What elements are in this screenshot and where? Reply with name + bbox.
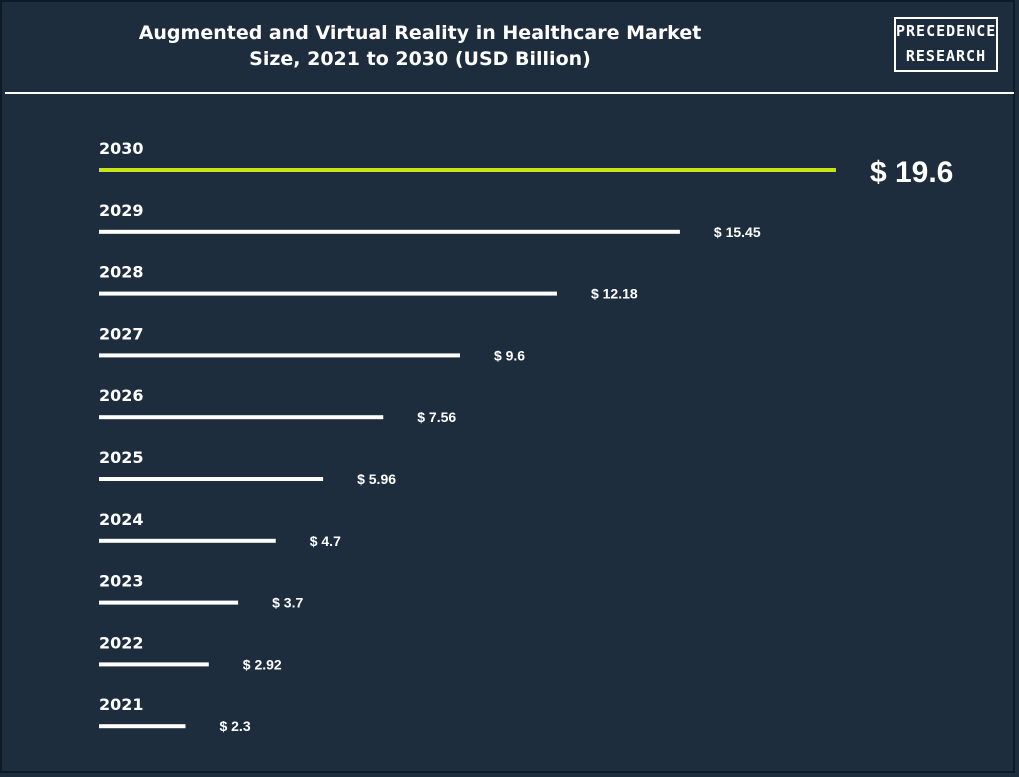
bar-2030 [99, 168, 836, 172]
chart-title: Augmented and Virtual Reality in Healthc… [120, 20, 720, 72]
logo-line-1: PRECEDENCE [896, 22, 997, 40]
year-label-2028: 2028 [99, 263, 144, 282]
value-label-2022: $ 2.92 [243, 656, 282, 672]
bar-2022 [99, 662, 209, 667]
bar-2025 [99, 477, 324, 481]
year-label-2024: 2024 [99, 510, 144, 529]
year-label-2025: 2025 [99, 448, 144, 467]
value-label-2024: $ 4.7 [310, 533, 341, 549]
precedence-research-logo: PRECEDENCE RESEARCH [894, 17, 998, 72]
bar-2028 [99, 291, 557, 296]
year-label-2027: 2027 [99, 324, 144, 343]
year-label-2021: 2021 [99, 695, 144, 714]
year-label-2023: 2023 [99, 572, 144, 591]
value-label-2023: $ 3.7 [272, 595, 303, 611]
bar-2021 [99, 724, 186, 729]
value-label-2030: $ 19.6 [870, 156, 953, 189]
chart-title-line-2: Size, 2021 to 2030 (USD Billion) [249, 48, 591, 70]
bar-2023 [99, 600, 239, 605]
bar-2027 [99, 353, 460, 358]
value-label-2021: $ 2.3 [219, 718, 250, 734]
year-label-2022: 2022 [99, 633, 144, 652]
bar-2026 [99, 415, 384, 420]
value-label-2029: $ 15.45 [714, 224, 761, 240]
value-label-2027: $ 9.6 [494, 347, 525, 363]
bar-2024 [99, 538, 276, 543]
chart-title-line-1: Augmented and Virtual Reality in Healthc… [138, 22, 702, 44]
logo-line-2: RESEARCH [905, 47, 987, 65]
value-label-2028: $ 12.18 [591, 286, 638, 302]
year-label-2026: 2026 [99, 386, 144, 405]
bar-2029 [99, 229, 680, 234]
header-divider [5, 92, 1014, 94]
value-label-2025: $ 5.96 [357, 471, 396, 487]
year-label-2030: 2030 [99, 139, 144, 158]
year-label-2029: 2029 [99, 201, 144, 220]
value-label-2026: $ 7.56 [417, 409, 456, 425]
